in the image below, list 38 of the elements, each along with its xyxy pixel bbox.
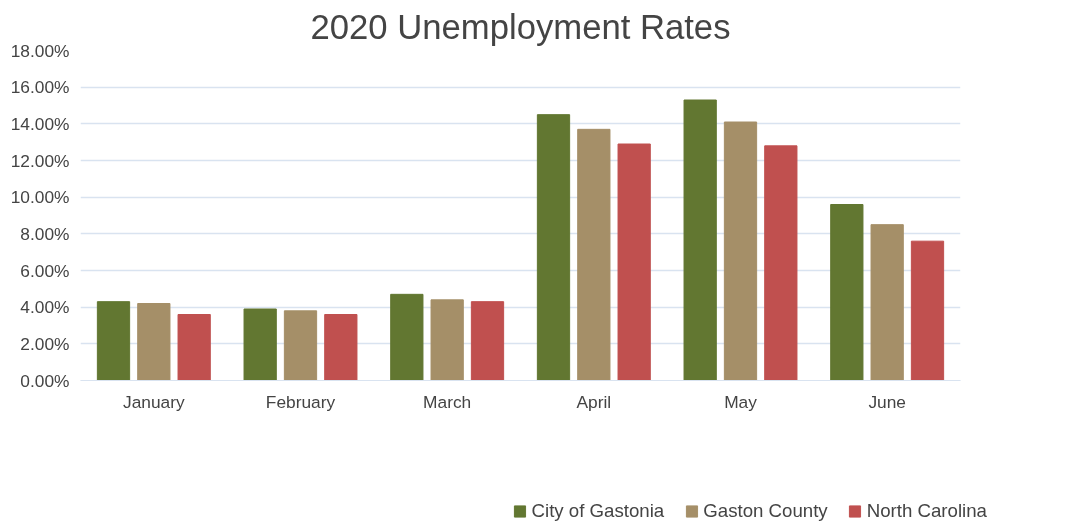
y-tick-label: 10.00% [10,187,70,208]
bar [764,145,798,381]
bar [536,114,571,381]
legend-label: Gaston County [703,500,828,522]
y-tick-label: 14.00% [10,113,70,134]
y-tick-label: 16.00% [10,77,70,98]
x-tick-label: April [576,391,612,412]
chart-title: 2020 Unemployment Rates [310,7,731,46]
x-tick-label: June [868,391,906,412]
bar [324,314,358,381]
y-tick-label: 18.00% [10,40,70,61]
bar [283,310,318,381]
bar [430,299,464,381]
bar [910,240,945,381]
x-tick-label: March [423,391,472,412]
bar [577,128,611,381]
bar [177,314,211,381]
bar [617,143,651,381]
bar [470,301,505,381]
x-tick-label: February [265,391,336,412]
legend-label: City of Gastonia [531,500,665,522]
bar [830,204,864,381]
y-tick-label: 2.00% [20,333,70,354]
legend-label: North Carolina [866,500,987,522]
y-tick-label: 4.00% [20,297,70,318]
bar [870,224,904,381]
bar [243,308,277,381]
bar [683,99,717,381]
bar [96,301,131,381]
bar [390,293,424,381]
y-tick-label: 8.00% [20,223,70,244]
y-tick-label: 0.00% [20,370,70,391]
bar [723,121,758,381]
x-tick-label: January [123,391,185,412]
y-tick-label: 6.00% [20,260,70,281]
x-tick-label: May [724,391,758,412]
bar [137,303,171,381]
y-tick-label: 12.00% [10,150,70,171]
